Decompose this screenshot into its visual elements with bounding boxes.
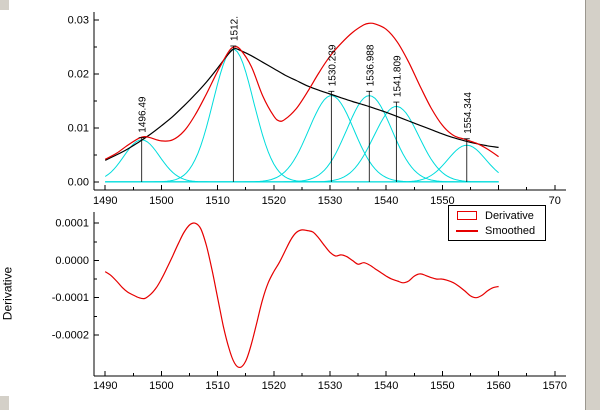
legend-symbol-cell	[455, 211, 479, 220]
y-tick-label: 0.0001	[55, 218, 89, 230]
y-tick-label: -0.0001	[52, 292, 89, 304]
x-tick-label: 1530	[318, 195, 342, 207]
y-tick-label: -0.0002	[52, 330, 89, 342]
fit-component-curve[interactable]	[105, 144, 499, 183]
x-tick-label: 1520	[262, 380, 286, 392]
series-smoothed[interactable]	[104, 47, 499, 161]
y-tick-label: 0.03	[68, 15, 89, 27]
legend-smoothed-label: Smoothed	[485, 224, 536, 237]
peak-label[interactable]: 1530.239	[327, 44, 338, 86]
window-frame-top-left	[0, 0, 9, 10]
legend-row-smoothed: Smoothed	[455, 223, 545, 238]
smoothed-line-symbol	[456, 229, 478, 232]
legend[interactable]: Derivative Smoothed	[448, 205, 546, 241]
peak-label[interactable]: 1554.344	[463, 92, 474, 134]
legend-derivative-label: Derivative	[485, 209, 534, 222]
window-frame-right	[585, 0, 600, 410]
x-tick-label: 1570	[543, 380, 567, 392]
peak-label[interactable]: 1512.	[229, 16, 240, 41]
x-tick-label: 1500	[149, 195, 173, 207]
figure-canvas: 1490 1500 1510 1520 1530 1540 1550 70 0.00 0.01 0.…	[52, 12, 567, 392]
y-tick-label: 0.01	[68, 122, 89, 134]
x-tick-label: 1540	[374, 195, 398, 207]
y-tick-label: 0.0000	[55, 255, 89, 267]
x-tick-label: 1530	[318, 380, 342, 392]
x-tick-label: 1490	[93, 195, 117, 207]
panel-derivative: 1490 1500 1510 1520 1530 1540 1550 1560 1570 0.00…	[52, 212, 567, 392]
legend-symbol-cell	[455, 229, 479, 232]
panel-peak-fit: 1490 1500 1510 1520 1530 1540 1550 70 0.00 0.01 0.…	[68, 12, 566, 207]
x-tick-label: 1490	[93, 380, 117, 392]
y-tick-label: 0.02	[68, 69, 89, 81]
derivative-box-symbol	[457, 211, 477, 220]
x-tick-label: 1560	[486, 380, 510, 392]
x-tick-label: 1550	[430, 380, 454, 392]
x-tick-label: 1550	[430, 195, 454, 207]
x-tick-label: 1510	[205, 195, 229, 207]
legend-row-derivative: Derivative	[455, 208, 545, 223]
x-tick-label: 1500	[149, 380, 173, 392]
x-tick-label: 70	[549, 195, 561, 207]
series-derivative[interactable]	[104, 222, 499, 369]
peak-label[interactable]: 1541.809	[392, 55, 403, 97]
peak-label[interactable]: 1496.49	[138, 96, 149, 133]
x-tick-label: 1540	[374, 380, 398, 392]
peak-label[interactable]: 1536.988	[365, 44, 376, 86]
x-tick-label: 1510	[205, 380, 229, 392]
y-axis-title: Derivative	[0, 266, 15, 321]
series-peak-sum[interactable]	[104, 22, 499, 160]
x-tick-label: 1520	[262, 195, 286, 207]
window-frame-bottom-left	[0, 396, 9, 410]
y-tick-label: 0.00	[68, 176, 89, 188]
